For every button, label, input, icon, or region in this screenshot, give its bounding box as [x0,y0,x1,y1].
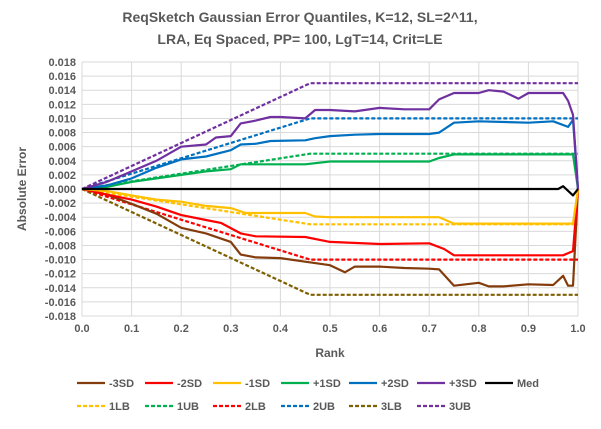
y-tick-label: -0.004 [45,212,77,224]
series-line-minus1sd [81,187,580,225]
series-line-minus2sd [81,187,580,257]
y-tick-label: 0.002 [48,170,76,182]
y-tick-label: -0.014 [45,283,77,295]
x-tick-label: 0.7 [422,323,437,335]
series-line-minus3sd [81,187,580,288]
legend-item: 3LB [349,401,402,413]
y-tick-label: 0.000 [48,184,76,196]
y-tick-label: 0.010 [48,113,76,125]
x-tick-label: 0.3 [223,323,238,335]
x-tick-label: 0.4 [273,323,289,335]
x-tick-label: 0.6 [372,323,387,335]
legend-label: 1UB [177,401,199,413]
legend-item: -1SD [213,378,270,390]
legend-label: 3LB [381,401,402,413]
legend-item: 3UB [417,401,471,413]
legend-item: 2UB [281,401,335,413]
y-tick-label: -0.018 [45,311,76,323]
y-tick-label: 0.016 [48,71,76,83]
x-tick-label: 1.0 [570,323,585,335]
y-tick-label: -0.006 [45,226,76,238]
legend-label: 1LB [109,401,130,413]
x-tick-label: 0.0 [74,323,89,335]
legend-label: +1SD [313,378,341,390]
legend-item: -3SD [77,378,134,390]
series-line-2lb [81,187,578,261]
chart-title-line-2: LRA, Eq Spaced, PP= 100, LgT=14, Crit=LE [157,31,442,47]
series-line-plus1sd [81,153,580,191]
legend-item: 1LB [77,401,130,413]
y-tick-label: -0.002 [45,198,76,210]
series-line-plus2sd [81,118,580,191]
y-tick-label: -0.012 [45,269,76,281]
legend-label: -2SD [177,378,202,390]
series-line-plus3sd [81,89,580,191]
x-tick-label: 0.8 [471,323,486,335]
y-tick-label: 0.018 [48,57,76,69]
x-tick-label: 0.9 [521,323,536,335]
x-tick-label: 0.1 [124,323,139,335]
legend-label: Med [517,378,539,390]
y-tick-label: -0.010 [45,255,76,267]
y-tick-label: 0.004 [48,156,76,168]
legend-item: +1SD [281,378,341,390]
legend-item: +2SD [349,378,409,390]
series-line-2ub [81,117,578,191]
legend-label: -3SD [109,378,134,390]
y-tick-label: 0.014 [48,85,76,97]
legend: -3SD -2SD -1SD +1SD +2SD +3SD Med 1LB 1UB 2LB 2UB 3… [77,378,539,413]
legend-label: +2SD [381,378,409,390]
legend-label: 2UB [313,401,335,413]
legend-item: 2LB [213,401,266,413]
legend-label: 2LB [245,401,266,413]
y-tick-label: 0.006 [48,142,76,154]
y-tick-label: -0.008 [45,240,76,252]
chart-title-line-1: ReqSketch Gaussian Error Quantiles, K=12… [122,9,477,25]
legend-item: -2SD [145,378,202,390]
y-tick-label: 0.008 [48,128,76,140]
y-axis-label: Absolute Error [15,147,29,231]
legend-label: 3UB [449,401,471,413]
legend-item: 1UB [145,401,199,413]
x-axis-label: Rank [315,346,345,360]
series-line-med [82,185,579,197]
y-tick-label: -0.016 [45,297,76,309]
legend-label: +3SD [449,378,477,390]
y-tick-label: 0.012 [48,99,76,111]
legend-label: -1SD [245,378,270,390]
legend-item: +3SD [417,378,477,390]
legend-item: Med [485,378,539,390]
x-tick-label: 0.5 [322,323,337,335]
x-tick-label: 0.2 [174,323,189,335]
